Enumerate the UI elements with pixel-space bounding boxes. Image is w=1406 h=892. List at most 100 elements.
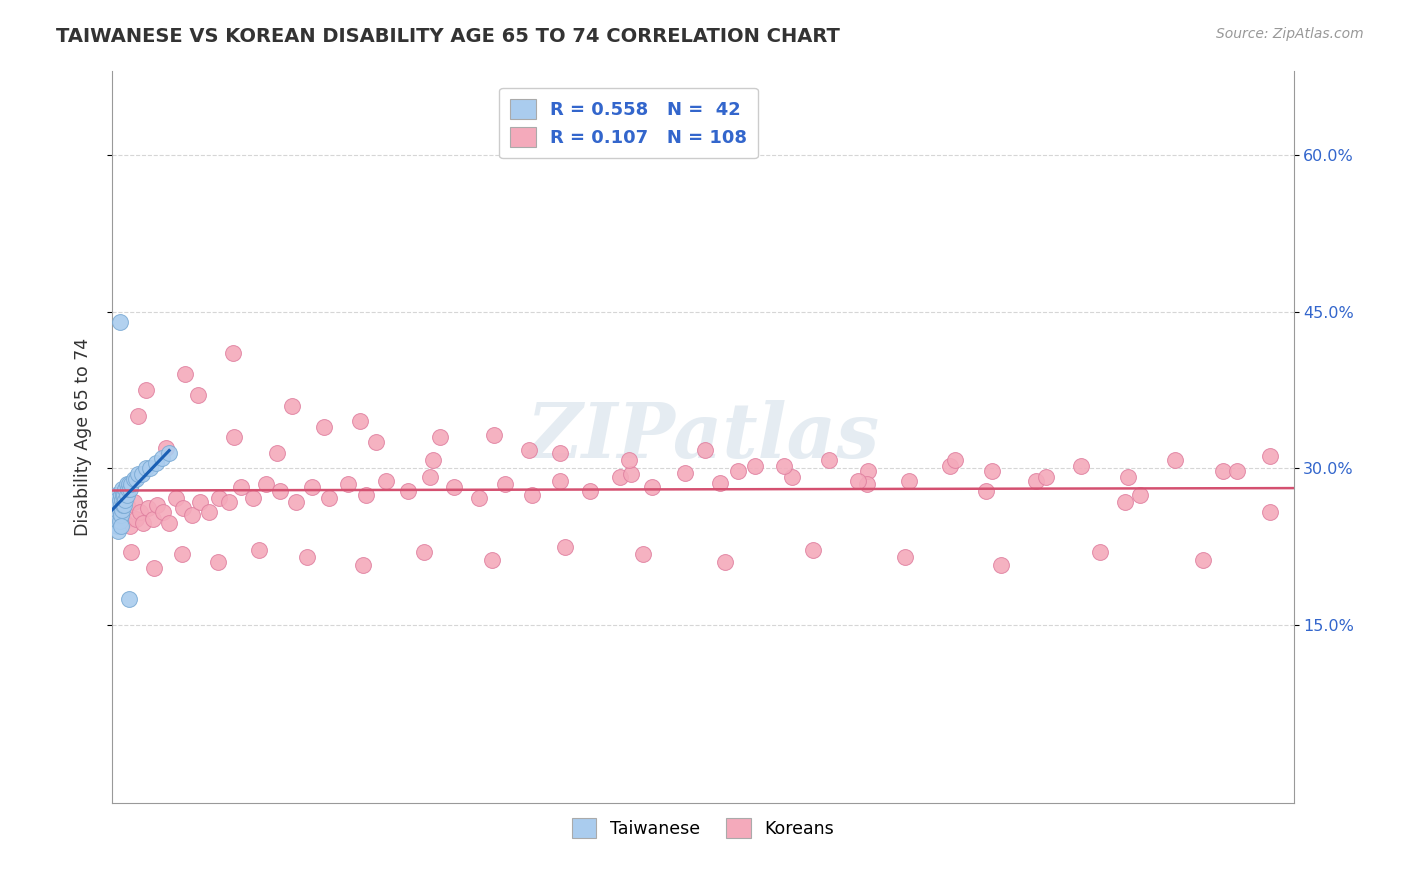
Point xyxy=(519,442,541,457)
Point xyxy=(578,484,600,499)
Point xyxy=(846,474,869,488)
Point xyxy=(131,467,153,481)
Point xyxy=(224,430,246,444)
Point xyxy=(727,463,749,477)
Point xyxy=(128,505,150,519)
Point xyxy=(135,383,157,397)
Point xyxy=(105,487,128,501)
Point xyxy=(631,547,654,561)
Point xyxy=(1114,495,1136,509)
Point xyxy=(269,484,291,499)
Point xyxy=(744,459,766,474)
Point xyxy=(1088,545,1111,559)
Point xyxy=(981,463,1004,477)
Point xyxy=(429,430,451,444)
Point xyxy=(186,388,208,402)
Point xyxy=(231,480,253,494)
Point xyxy=(520,487,543,501)
Point xyxy=(120,477,142,491)
Point xyxy=(695,442,717,457)
Point xyxy=(349,414,371,428)
Point xyxy=(115,487,138,501)
Point xyxy=(254,477,277,491)
Point xyxy=(780,470,803,484)
Point xyxy=(112,487,135,501)
Point xyxy=(135,461,157,475)
Point xyxy=(714,556,737,570)
Point xyxy=(125,472,148,486)
Point xyxy=(284,495,307,509)
Point xyxy=(609,470,631,484)
Text: TAIWANESE VS KOREAN DISABILITY AGE 65 TO 74 CORRELATION CHART: TAIWANESE VS KOREAN DISABILITY AGE 65 TO… xyxy=(56,27,841,45)
Point xyxy=(111,503,134,517)
Point xyxy=(114,483,136,497)
Point xyxy=(112,514,135,528)
Point xyxy=(172,501,194,516)
Point xyxy=(443,480,465,494)
Point xyxy=(858,463,880,477)
Point xyxy=(894,550,917,565)
Point xyxy=(136,501,159,516)
Point xyxy=(1212,463,1234,477)
Point xyxy=(939,459,962,474)
Point xyxy=(118,592,141,607)
Y-axis label: Disability Age 65 to 74: Disability Age 65 to 74 xyxy=(73,338,91,536)
Point xyxy=(375,474,398,488)
Point xyxy=(105,519,128,533)
Point xyxy=(976,484,998,499)
Point xyxy=(122,472,145,486)
Point xyxy=(188,495,211,509)
Point xyxy=(218,495,240,509)
Point xyxy=(1035,470,1057,484)
Point xyxy=(208,491,231,505)
Point xyxy=(104,508,127,523)
Point xyxy=(118,477,141,491)
Point xyxy=(142,511,165,525)
Point xyxy=(336,477,359,491)
Point xyxy=(207,556,229,570)
Point xyxy=(467,491,489,505)
Point xyxy=(1070,459,1092,474)
Point xyxy=(111,483,134,497)
Point xyxy=(297,550,319,565)
Point xyxy=(318,491,340,505)
Point xyxy=(115,477,138,491)
Point xyxy=(145,456,167,470)
Point xyxy=(1258,505,1281,519)
Point xyxy=(482,428,505,442)
Point xyxy=(281,399,304,413)
Point xyxy=(105,503,128,517)
Point xyxy=(709,476,731,491)
Legend: Taiwanese, Koreans: Taiwanese, Koreans xyxy=(565,812,841,846)
Point xyxy=(242,491,264,505)
Point xyxy=(773,459,796,474)
Point xyxy=(247,543,270,558)
Point xyxy=(105,508,128,523)
Point xyxy=(165,491,187,505)
Point xyxy=(125,511,148,525)
Point xyxy=(112,487,135,501)
Point xyxy=(897,474,920,488)
Point xyxy=(127,409,149,424)
Point xyxy=(180,508,202,523)
Point xyxy=(110,487,132,501)
Point xyxy=(422,453,444,467)
Text: Source: ZipAtlas.com: Source: ZipAtlas.com xyxy=(1216,27,1364,41)
Point xyxy=(801,543,824,558)
Point xyxy=(173,368,195,382)
Point xyxy=(108,514,131,528)
Point xyxy=(111,492,134,507)
Point xyxy=(548,446,571,460)
Point xyxy=(146,498,169,512)
Point xyxy=(107,498,129,512)
Point xyxy=(481,553,503,567)
Point xyxy=(110,519,132,533)
Point xyxy=(494,477,516,491)
Point xyxy=(139,461,162,475)
Point xyxy=(108,315,131,329)
Point xyxy=(198,505,221,519)
Point xyxy=(990,558,1012,572)
Point xyxy=(117,483,139,497)
Point xyxy=(364,435,387,450)
Point xyxy=(120,483,142,497)
